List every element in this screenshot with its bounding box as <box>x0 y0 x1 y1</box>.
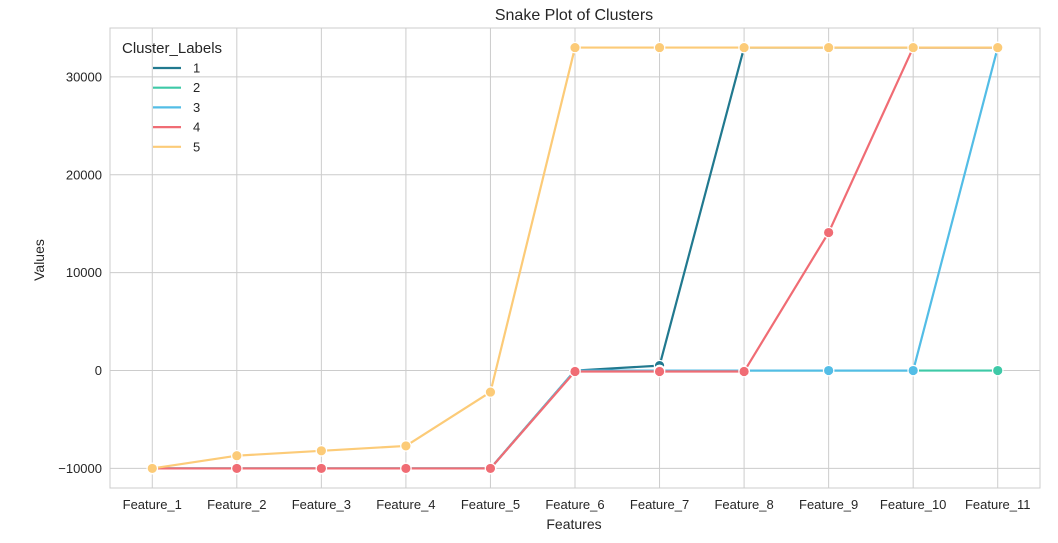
series-4-point <box>822 226 835 239</box>
legend-label: 3 <box>193 100 200 115</box>
series-3-point <box>822 364 835 377</box>
series-layer <box>146 41 1004 475</box>
series-5-point <box>822 41 835 54</box>
series-4-point <box>569 365 581 378</box>
series-5-point <box>146 462 159 475</box>
legend-label: 2 <box>193 80 200 95</box>
series-4-point <box>484 462 497 475</box>
y-axis-label: Values <box>31 239 47 281</box>
series-5-point <box>569 41 581 54</box>
legend-label: 5 <box>193 139 200 154</box>
y-tick-label: −10000 <box>58 461 102 476</box>
legend-entry-3: 3 <box>153 100 200 115</box>
x-tick-label: Feature_11 <box>965 497 1031 512</box>
x-tick-label: Feature_7 <box>630 497 689 512</box>
series-4-point <box>738 365 750 378</box>
legend-title: Cluster_Labels <box>122 40 222 57</box>
series-3-point <box>907 364 919 377</box>
series-2-point <box>991 364 1004 377</box>
chart-title: Snake Plot of Clusters <box>495 7 653 24</box>
series-5-point <box>738 41 750 54</box>
series-5-point <box>231 449 243 462</box>
legend-entry-2: 2 <box>153 80 200 95</box>
y-tick-label: 20000 <box>66 167 102 182</box>
legend-entries: 1 2 3 4 5 <box>153 61 200 154</box>
series-5-point <box>400 440 412 452</box>
legend-label: 4 <box>193 120 200 135</box>
plot-area-frame <box>109 27 1041 489</box>
series-4-point <box>231 462 243 475</box>
legend-entry-4: 4 <box>153 120 200 135</box>
x-tick-label: Feature_6 <box>545 497 604 512</box>
series-5-point <box>484 386 497 398</box>
series-4-point <box>400 462 412 475</box>
grid-layer <box>110 28 1040 488</box>
series-5-point <box>907 41 919 54</box>
x-tick-label: Feature_8 <box>714 497 773 512</box>
x-tick-label: Feature_2 <box>207 497 266 512</box>
series-5 <box>146 41 1004 475</box>
x-tick-label: Feature_1 <box>123 497 182 512</box>
legend-label: 1 <box>193 61 200 76</box>
y-tick-label: 0 <box>95 363 102 378</box>
legend: Cluster_Labels 1 2 3 4 5 <box>122 40 222 154</box>
series-4-point <box>653 365 666 378</box>
series-5-point <box>991 41 1004 54</box>
y-tick-label: 30000 <box>66 69 102 84</box>
x-tick-label: Feature_9 <box>799 497 858 512</box>
series-5-point <box>653 41 666 54</box>
x-tick-label: Feature_3 <box>292 497 351 512</box>
x-tick-label: Feature_4 <box>376 497 435 512</box>
x-tick-label: Feature_5 <box>461 497 520 512</box>
series-4-point <box>315 462 328 475</box>
series-5-point <box>315 445 328 457</box>
legend-entry-1: 1 <box>153 61 200 76</box>
y-tick-label: 10000 <box>66 265 102 280</box>
x-tick-label: Feature_10 <box>880 497 947 512</box>
legend-entry-5: 5 <box>153 139 200 154</box>
x-axis-label: Features <box>546 516 601 532</box>
tick-label-layer: Feature_1 Feature_2 Feature_3 Feature_4 Feat… <box>58 69 1030 512</box>
